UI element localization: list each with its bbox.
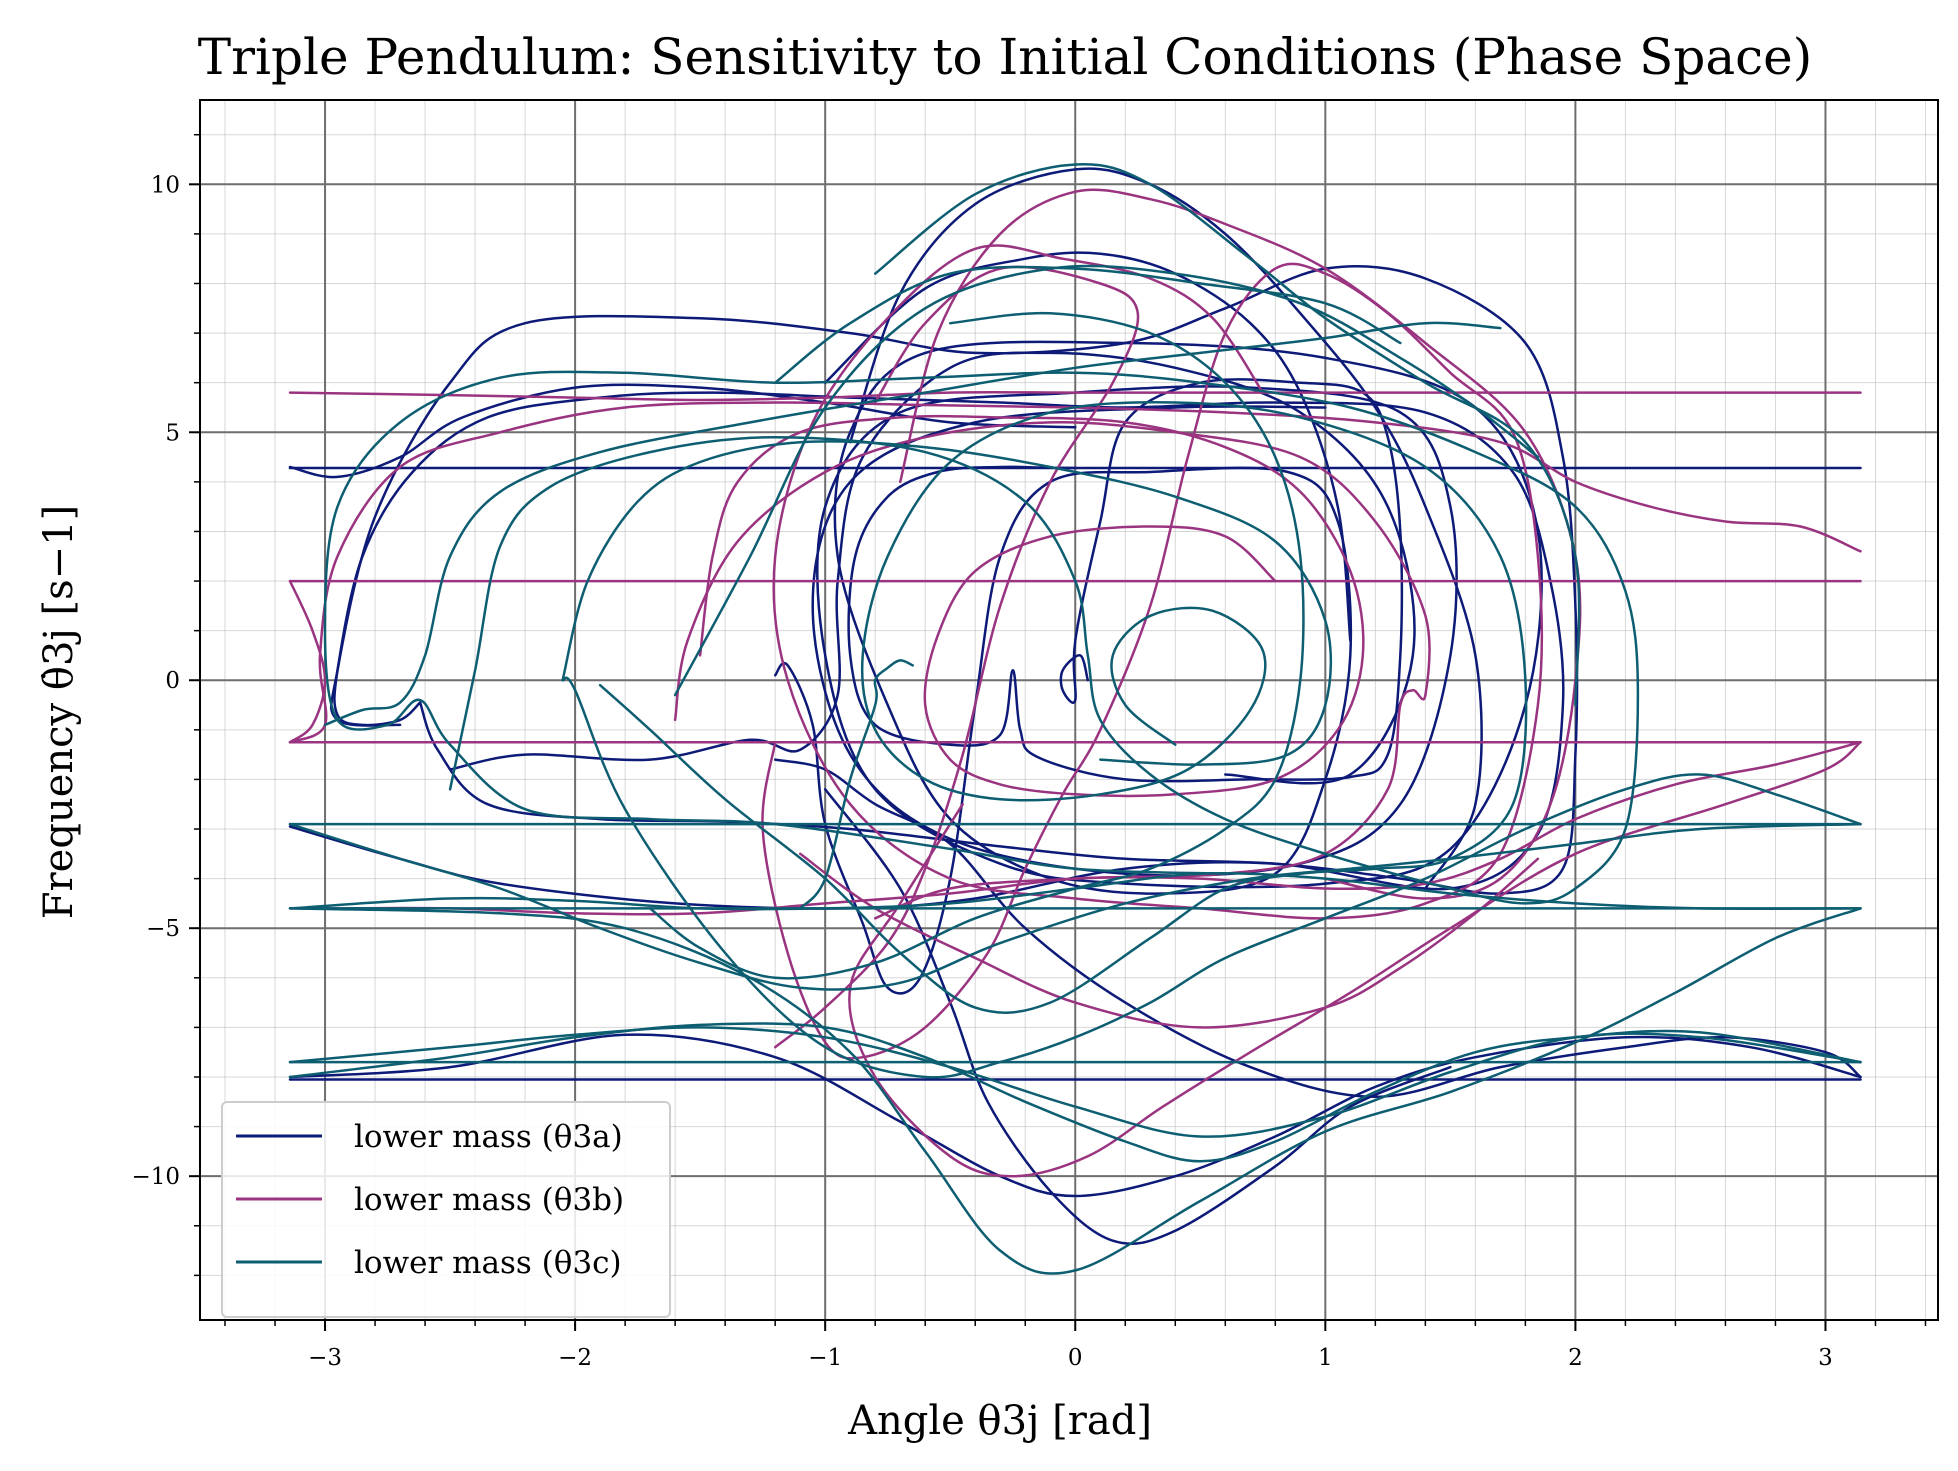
x-tick-label: 1 xyxy=(1318,1345,1333,1371)
series-line xyxy=(288,1033,1862,1198)
series-line xyxy=(848,167,1483,890)
series-line xyxy=(288,822,1862,991)
series-line xyxy=(823,788,1452,1246)
legend-label: lower mass (θ3b) xyxy=(354,1182,624,1218)
major-grid xyxy=(200,100,1938,1320)
series-line xyxy=(798,659,914,910)
y-axis-label: Frequency θ̇3j [s−1] xyxy=(36,505,82,919)
y-tick-label: −5 xyxy=(146,916,180,942)
series-line xyxy=(330,265,1579,895)
series-line xyxy=(773,758,1862,1099)
x-tick-label: 2 xyxy=(1568,1345,1583,1371)
legend-box xyxy=(221,1101,671,1318)
legend-label: lower mass (θ3a) xyxy=(354,1119,623,1155)
series-line xyxy=(773,265,1402,384)
x-tick-label: −3 xyxy=(308,1345,342,1371)
y-tick-label: 0 xyxy=(165,668,180,694)
series-line xyxy=(673,264,1540,697)
series-line xyxy=(288,383,1077,479)
series-line xyxy=(288,1022,1862,1163)
y-tick-label: −10 xyxy=(131,1164,180,1190)
series-line xyxy=(698,414,1365,798)
series-line xyxy=(323,321,1502,727)
series-line xyxy=(761,244,1544,1060)
series-line xyxy=(648,311,1305,980)
x-axis-label: Angle θ3j [rad] xyxy=(847,1398,1152,1444)
series-line xyxy=(561,440,1333,766)
plot-frame xyxy=(199,99,1939,1321)
series-line xyxy=(288,579,327,744)
legend: lower mass (θ3a) lower mass (θ3b) lower ma… xyxy=(221,1101,671,1318)
series-line xyxy=(288,401,1862,744)
series-line xyxy=(448,351,1416,785)
series-line xyxy=(598,401,1528,1014)
chart-title: Triple Pendulum: Sensitivity to Initial … xyxy=(198,28,1813,86)
series-line xyxy=(323,370,1640,905)
y-tick-label: 5 xyxy=(165,420,180,446)
series-line xyxy=(288,907,1862,1275)
series-line xyxy=(798,852,1540,1029)
series-layer xyxy=(288,162,1862,1275)
y-tick-label: 10 xyxy=(151,172,180,198)
series-line xyxy=(898,188,1582,900)
series-line xyxy=(673,421,1431,920)
x-tick-label: 0 xyxy=(1068,1345,1083,1371)
series-line xyxy=(561,676,1862,1079)
series-line xyxy=(288,390,1862,402)
x-tick-label: 3 xyxy=(1818,1345,1833,1371)
x-tick-label: −2 xyxy=(558,1345,592,1371)
legend-label: lower mass (θ3c) xyxy=(354,1245,622,1281)
x-tick-label: −1 xyxy=(808,1345,842,1371)
